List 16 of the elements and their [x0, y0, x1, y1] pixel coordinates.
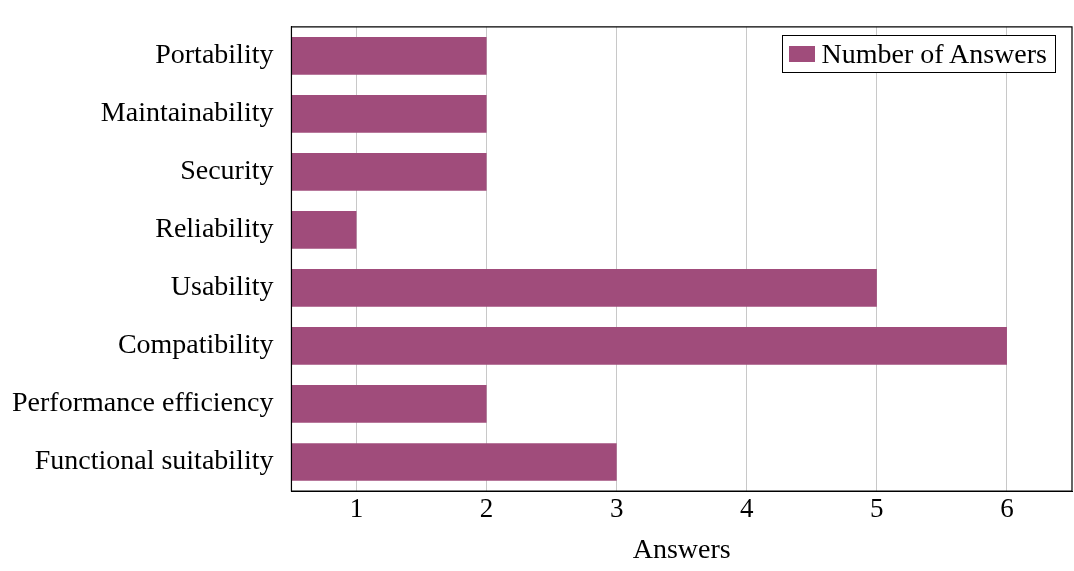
- y-tick-label: Portability: [155, 38, 274, 70]
- x-axis-title: Answers: [632, 532, 731, 564]
- y-tick-label: Security: [180, 154, 274, 186]
- y-tick-label: Maintainability: [100, 96, 274, 128]
- x-tick-label: 2: [479, 493, 494, 524]
- x-tick-label: 4: [740, 493, 755, 524]
- y-tick-label: Performance efficiency: [11, 386, 274, 418]
- y-tick-label: Functional suitability: [34, 444, 274, 476]
- y-tick-label: Usability: [170, 270, 274, 302]
- y-tick-label: Reliability: [155, 212, 274, 244]
- x-tick-label: 5: [870, 493, 884, 524]
- y-tick-label: Compatibility: [117, 328, 274, 360]
- legend-label: Number of Answers: [821, 37, 1047, 70]
- x-tick-label: 1: [349, 493, 364, 524]
- x-tick-label: 3: [609, 493, 624, 524]
- x-tick-label: 6: [1000, 493, 1014, 524]
